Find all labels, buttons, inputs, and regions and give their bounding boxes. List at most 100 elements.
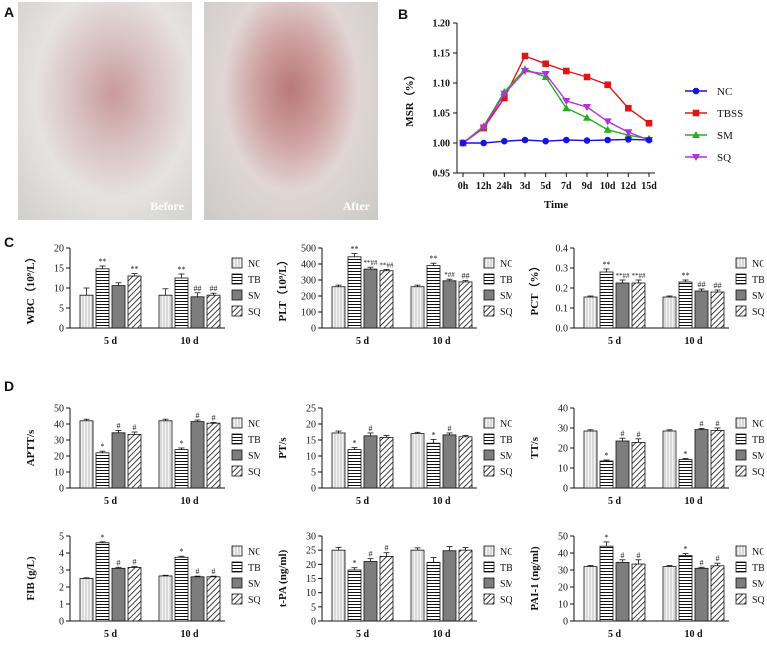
significance-label: # <box>196 411 200 420</box>
legend-label: NC <box>752 419 764 430</box>
y-tick-label: 2 <box>59 583 64 594</box>
legend-label: SQ <box>500 307 512 318</box>
y-tick-label: 10 <box>54 284 64 295</box>
y-tick-label: 0 <box>311 324 316 335</box>
data-point-nc <box>583 137 591 144</box>
bar-nc <box>583 566 598 622</box>
legend-swatch-tbss <box>231 433 243 445</box>
legend-swatch-sq <box>231 593 243 605</box>
legend-swatch-sq <box>483 305 495 317</box>
bar-sm <box>442 280 457 329</box>
legend-swatch-nc <box>735 257 747 269</box>
significance-label: **## <box>380 261 395 269</box>
photo-after-label: After <box>342 199 370 213</box>
significance-label: # <box>637 430 641 439</box>
y-tick-label: 40 <box>54 420 64 431</box>
bar-tbss <box>174 449 189 489</box>
y-tick-label: 5 <box>59 532 64 543</box>
bar-tbss <box>599 460 614 489</box>
bar-sm <box>363 435 378 489</box>
bar-tbss <box>678 555 693 622</box>
bar-sq <box>631 282 646 329</box>
bar-nc <box>79 294 94 329</box>
significance-label: ## <box>714 281 722 290</box>
data-point-tbss <box>583 73 591 81</box>
data-point-sq <box>603 118 612 126</box>
bar-tbss <box>599 271 614 329</box>
y-tick-label: 40 <box>558 404 568 415</box>
y-tick-label: 1.10 <box>433 79 451 90</box>
y-tick-label: 20 <box>306 560 316 571</box>
y-axis-title: PCT（%） <box>528 261 541 316</box>
y-tick-label: 1 <box>59 600 64 611</box>
bar-sm <box>615 440 630 489</box>
legend-swatch-tbss <box>231 273 243 285</box>
y-tick-label: 25 <box>306 404 316 415</box>
bar-nc <box>158 420 173 489</box>
bar-sm <box>111 285 126 329</box>
bar-tbss <box>426 265 441 329</box>
bar-sq <box>379 437 394 489</box>
legend-label: TBSS <box>752 563 764 574</box>
bar-nc <box>410 433 425 489</box>
legend-label: NC <box>500 547 512 558</box>
y-tick-label: 0.2 <box>556 284 569 295</box>
bar-sm <box>615 561 630 622</box>
y-tick-label: 10 <box>558 600 568 611</box>
bar-sq <box>206 576 221 622</box>
significance-label: ** <box>99 257 107 266</box>
x-tick-label: 10 d <box>684 629 703 640</box>
y-tick-label: 10 <box>558 464 568 475</box>
legend-marker-sm <box>692 131 700 138</box>
x-tick-label: 10 d <box>180 336 199 347</box>
data-point-sm <box>562 104 571 112</box>
data-point-tbss <box>521 52 529 60</box>
bar-tbss <box>95 268 110 329</box>
y-tick-label: 20 <box>558 444 568 455</box>
bar-nc <box>79 420 94 489</box>
legend-label: TBSS <box>752 275 764 286</box>
legend-label: TBSS <box>248 563 260 574</box>
bar-tbss <box>347 256 362 329</box>
y-tick-label: 1.00 <box>433 139 451 150</box>
legend-label: TBSS <box>500 435 512 446</box>
legend-label: SQ <box>500 467 512 478</box>
significance-label: * <box>684 545 688 554</box>
legend-label: SM <box>500 451 512 462</box>
x-tick-label: 10 d <box>684 496 703 507</box>
msr-line-chart: 0.95 1.00 1.05 1.10 1.15 1.20 0h 12h 24h 3d 5d 7d 9d… <box>403 19 743 212</box>
y-tick-label: 20 <box>306 420 316 431</box>
wbc-bar-chart: 0 5 10 15 20 WBC（10⁹/L） 5 d ** ** 10 d ** ## ## NC TB S… <box>24 244 260 348</box>
bar-nc <box>662 296 677 329</box>
tt-bar-chart: 0 10 20 30 40 TT/s 5 d * # #10 d * # # NC TBSS SM SQ <box>529 404 764 508</box>
y-tick-label: 5 <box>59 304 64 315</box>
bar-nc <box>662 566 677 622</box>
bar-sq <box>458 549 473 622</box>
data-point-tbss <box>645 119 653 127</box>
pt-bar-chart: 0 5 10 15 20 25 PT/s 5 d * #10 d * # NC TBSS SM SQ <box>277 404 512 508</box>
x-tick-label: 9d <box>582 181 593 192</box>
bar-sq <box>206 294 221 329</box>
x-tick-label: 5 d <box>104 496 118 507</box>
x-tick-label: 10 d <box>180 496 199 507</box>
legend-swatch-sq <box>483 465 495 477</box>
legend-marker-tbss <box>692 109 700 117</box>
y-tick-label: 20 <box>54 452 64 463</box>
panel-label-c: C <box>4 234 15 250</box>
x-tick-label: 10 d <box>684 336 703 347</box>
panel-label-d: D <box>4 378 15 394</box>
y-axis-title: TT/s <box>529 436 541 459</box>
bar-sq <box>127 567 142 622</box>
bar-sm <box>363 268 378 329</box>
legend-swatch-tbss <box>735 561 747 573</box>
bar-tbss <box>95 452 110 489</box>
y-tick-label: 10 <box>306 452 316 463</box>
y-axis-title: PT/s <box>277 437 289 459</box>
y-tick-label: 15 <box>306 574 316 585</box>
bar-sq <box>458 436 473 489</box>
legend-label: NC <box>500 419 512 430</box>
significance-label: * <box>432 430 436 439</box>
y-tick-label: 200 <box>301 292 316 303</box>
legend-label: TBSS <box>248 275 260 286</box>
legend-swatch-nc <box>735 545 747 557</box>
